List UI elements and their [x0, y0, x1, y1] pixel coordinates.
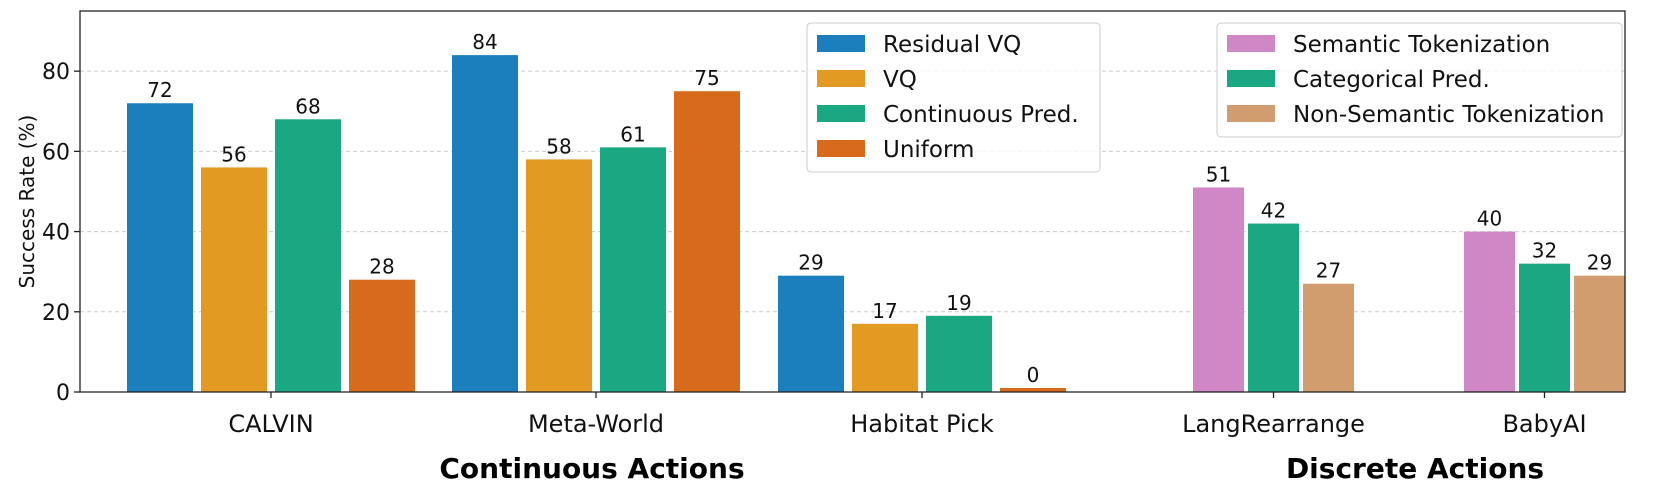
bars-layer: 72 56 68 28 84 58 61 75 29 17 19 0 51 42 27 40 32 29 [127, 30, 1625, 393]
legend-swatch-vq [817, 70, 865, 87]
legend-label-uniform: Uniform [883, 137, 974, 163]
legend-swatch-non-semantic-tokenization [1227, 105, 1275, 122]
legend-swatch-categorical-pred [1227, 70, 1275, 87]
legend-swatch-uniform [817, 140, 865, 157]
legend-swatch-semantic-tokenization [1227, 35, 1275, 52]
value-label-calvin-continuous-pred: 68 [295, 94, 320, 118]
bar-meta-world-uniform [674, 91, 740, 393]
legend-layer: Residual VQ VQ Continuous Pred. Uniform Sema… [806, 22, 1623, 173]
x-tick-label-calvin: CALVIN [228, 410, 313, 438]
bar-babyai-semantic-tokenization [1464, 231, 1515, 392]
legend-label-residual-vq: Residual VQ [883, 32, 1021, 58]
legend-frame [806, 22, 1101, 173]
x-tick-label-langrearrange: LangRearrange [1182, 410, 1365, 438]
value-label-calvin-uniform: 28 [369, 255, 394, 279]
plot-frame [79, 10, 1626, 393]
bar-habitat-pick-uniform [1000, 387, 1066, 392]
value-label-calvin-residual-vq: 72 [147, 78, 172, 102]
bar-habitat-pick-residual-vq [778, 275, 844, 392]
legend-label-categorical-pred: Categorical Pred. [1293, 67, 1490, 93]
y-axis-label: Success Rate (%) [15, 115, 39, 289]
legend-swatch-continuous-pred [817, 105, 865, 122]
value-label-meta-world-vq: 58 [546, 134, 571, 158]
bar-langrearrange-categorical-pred [1248, 223, 1299, 392]
value-label-calvin-vq: 56 [221, 142, 246, 166]
y-tick-label: 20 [42, 301, 70, 326]
bar-langrearrange-non-semantic-tokenization [1303, 283, 1354, 392]
legend-label-non-semantic-tokenization: Non-Semantic Tokenization [1293, 102, 1604, 128]
bar-langrearrange-semantic-tokenization [1193, 187, 1244, 392]
legend-label-vq: VQ [883, 67, 917, 93]
value-label-babyai-semantic-tokenization: 40 [1477, 207, 1502, 231]
legend-label-continuous-pred: Continuous Pred. [883, 102, 1079, 128]
value-label-babyai-non-semantic-tokenization: 29 [1587, 251, 1612, 275]
bar-habitat-pick-continuous-pred [926, 315, 992, 392]
bar-calvin-residual-vq [127, 103, 193, 393]
y-tick-label: 40 [42, 221, 70, 246]
x-tick-label-habitat-pick: Habitat Pick [850, 410, 994, 438]
y-tick-label: 0 [56, 381, 70, 406]
axis-layer: 0 20 40 60 80 Success Rate (%) CALVIN Meta-Worl… [15, 60, 1587, 485]
value-label-habitat-pick-residual-vq: 29 [798, 251, 823, 275]
value-label-langrearrange-semantic-tokenization: 51 [1206, 162, 1231, 186]
value-label-habitat-pick-continuous-pred: 19 [946, 291, 971, 315]
bar-calvin-uniform [349, 279, 415, 392]
x-tick-label-meta-world: Meta-World [528, 410, 664, 438]
group-title-continuous: Continuous Actions [439, 452, 744, 485]
value-label-habitat-pick-uniform: 0 [1027, 363, 1040, 387]
value-label-meta-world-uniform: 75 [694, 66, 719, 90]
y-tick-label: 60 [42, 140, 70, 165]
value-label-habitat-pick-vq: 17 [872, 299, 897, 323]
value-label-meta-world-residual-vq: 84 [472, 30, 497, 54]
y-tick-label: 80 [42, 60, 70, 85]
bar-calvin-vq [201, 167, 267, 392]
legend-continuous: Residual VQ VQ Continuous Pred. Uniform [806, 22, 1101, 173]
bar-meta-world-continuous-pred [600, 147, 666, 392]
bar-babyai-non-semantic-tokenization [1574, 275, 1625, 392]
legend-frame [1216, 22, 1623, 138]
legend-discrete: Semantic Tokenization Categorical Pred. No… [1216, 22, 1623, 138]
value-label-langrearrange-non-semantic-tokenization: 27 [1316, 259, 1341, 283]
value-label-babyai-categorical-pred: 32 [1532, 239, 1557, 263]
bar-calvin-continuous-pred [275, 119, 341, 392]
value-label-langrearrange-categorical-pred: 42 [1261, 199, 1286, 223]
x-tick-label-babyai: BabyAI [1502, 410, 1586, 438]
bar-habitat-pick-vq [852, 323, 918, 392]
group-title-discrete: Discrete Actions [1286, 452, 1544, 485]
bar-meta-world-vq [526, 159, 592, 392]
bar-babyai-categorical-pred [1519, 263, 1570, 392]
legend-label-semantic-tokenization: Semantic Tokenization [1293, 32, 1550, 58]
legend-swatch-residual-vq [817, 35, 865, 52]
bar-meta-world-residual-vq [452, 55, 518, 393]
value-label-meta-world-continuous-pred: 61 [620, 122, 645, 146]
